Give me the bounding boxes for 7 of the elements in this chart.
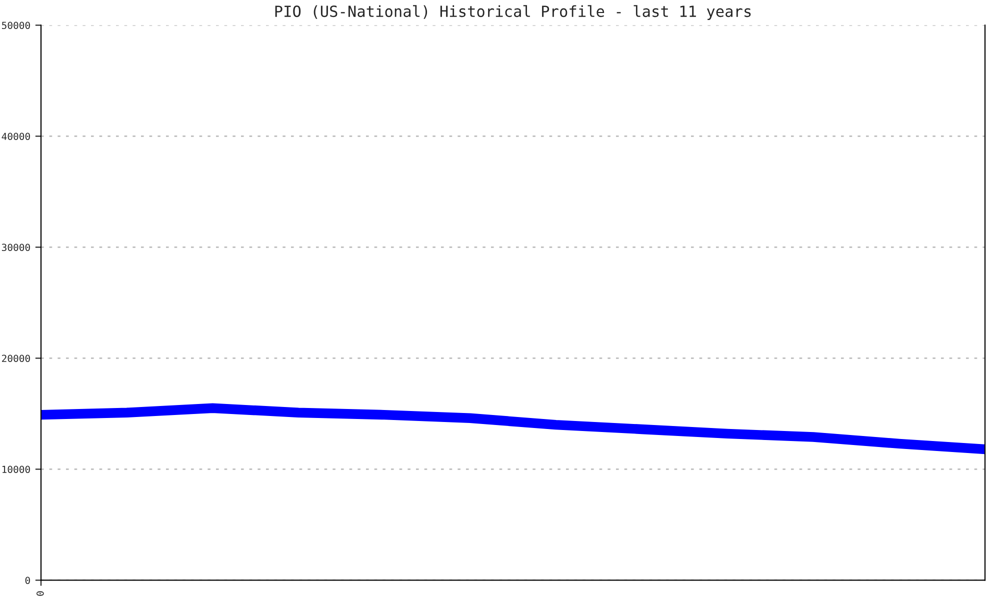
chart-title: PIO (US-National) Historical Profile - last 11 years (275, 5, 751, 20)
y-tick-label: 20000 (2, 354, 30, 362)
y-tick-label: 40000 (2, 132, 30, 140)
y-tick-label: 50000 (2, 22, 30, 30)
y-tick-label: 0 (25, 576, 30, 584)
y-tick-label: 10000 (2, 466, 30, 474)
y-tick-label: 30000 (2, 244, 30, 252)
